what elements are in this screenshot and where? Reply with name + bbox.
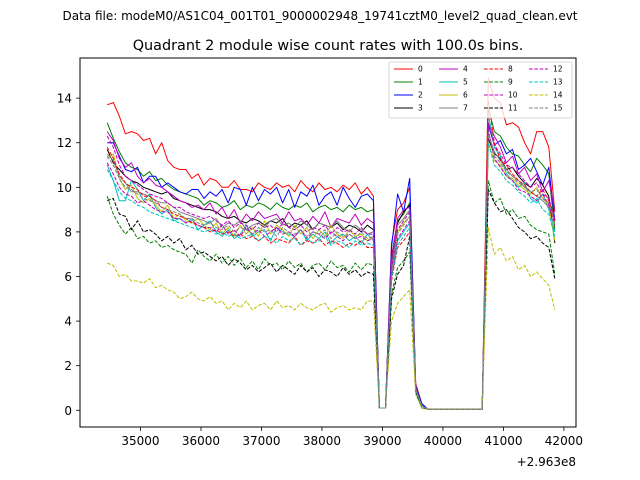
- y-tick-label: 4: [64, 315, 72, 329]
- y-tick-label: 12: [57, 136, 72, 150]
- x-axis: 35000 36000 37000 38000 39000 40000 41000 42000: [121, 427, 583, 448]
- legend-label-8: 8: [508, 65, 513, 74]
- x-tick-label: 38000: [303, 434, 341, 448]
- legend-label-7: 7: [463, 104, 468, 113]
- legend-label-12: 12: [553, 65, 563, 74]
- series-line-10: [106, 128, 556, 410]
- series-line-12: [106, 122, 556, 410]
- legend-label-11: 11: [508, 104, 518, 113]
- x-tick-label: 35000: [121, 434, 159, 448]
- legend-label-10: 10: [508, 91, 518, 100]
- y-tick-label: 14: [57, 92, 72, 106]
- y-tick-label: 2: [64, 359, 72, 373]
- x-tick-label: 40000: [424, 434, 462, 448]
- legend-label-2: 2: [418, 91, 423, 100]
- legend-label-1: 1: [418, 78, 423, 87]
- x-offset-label: +2.963e8: [517, 455, 576, 469]
- legend-label-15: 15: [553, 104, 563, 113]
- legend-frame: [388, 61, 573, 119]
- series-layer: [106, 77, 556, 410]
- y-tick-label: 0: [64, 404, 72, 418]
- x-tick-label: 41000: [484, 434, 522, 448]
- legend-label-0: 0: [418, 65, 423, 74]
- figure-suptitle: Data file: modeM0/AS1C04_001T01_90000029…: [62, 9, 577, 23]
- legend-label-6: 6: [463, 91, 468, 100]
- y-tick-label: 8: [64, 225, 72, 239]
- x-tick-label: 42000: [545, 434, 583, 448]
- x-tick-label: 39000: [363, 434, 401, 448]
- legend-label-13: 13: [553, 78, 563, 87]
- x-tick-label: 37000: [242, 434, 280, 448]
- y-axis: 0 2 4 6 8 10 12 14: [57, 92, 80, 418]
- y-tick-label: 10: [57, 181, 72, 195]
- x-tick-label: 36000: [182, 434, 220, 448]
- legend-label-14: 14: [553, 91, 563, 100]
- chart-title: Quadrant 2 module wise count rates with …: [133, 38, 524, 54]
- legend-label-4: 4: [463, 65, 468, 74]
- legend-label-3: 3: [418, 104, 423, 113]
- series-line-15: [106, 131, 556, 410]
- legend-label-9: 9: [508, 78, 513, 87]
- y-tick-label: 6: [64, 270, 72, 284]
- legend-label-5: 5: [463, 78, 468, 87]
